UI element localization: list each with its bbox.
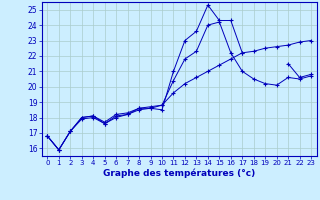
X-axis label: Graphe des températures (°c): Graphe des températures (°c) [103, 169, 255, 178]
